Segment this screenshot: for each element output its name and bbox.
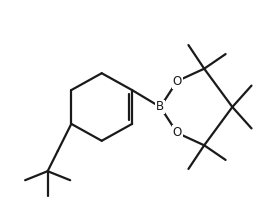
Text: B: B xyxy=(156,101,164,113)
Text: O: O xyxy=(172,75,182,88)
Text: O: O xyxy=(172,126,182,139)
